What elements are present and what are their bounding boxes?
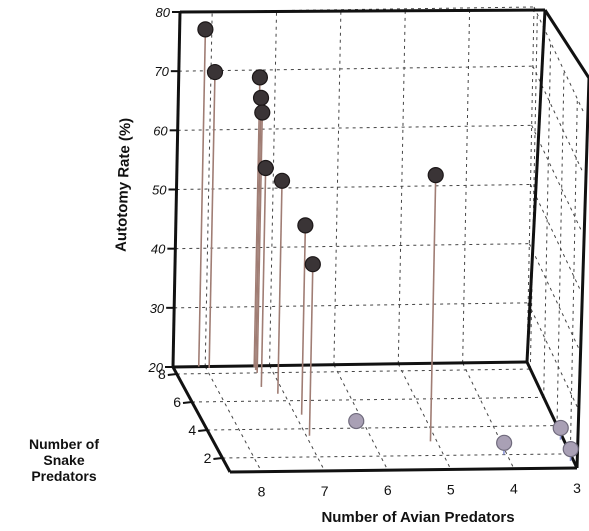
side-grid-y-2: [569, 98, 578, 454]
x-tick-4: 4: [510, 481, 518, 497]
floor-grid-x-7: [269, 365, 326, 472]
box-top-right: [543, 9, 589, 79]
data-point-12: [496, 434, 513, 451]
data-point-8: [297, 217, 314, 234]
y-tick-4: 4: [188, 422, 196, 438]
y-axis-title-line-1: Number of: [29, 436, 99, 452]
y-tick-mark-4: [198, 429, 208, 432]
grid-lines: [172, 6, 585, 472]
x-tick-5: 5: [447, 481, 455, 497]
data-points: [197, 21, 579, 458]
z-tick-20: 20: [148, 360, 164, 375]
box-right-back: [525, 9, 547, 363]
z-tick-80: 80: [156, 5, 171, 20]
y-tick-2: 2: [204, 450, 212, 466]
back-grid-z-50: [176, 184, 531, 190]
floor-left: [171, 366, 232, 473]
data-point-4: [252, 89, 270, 107]
data-point-3: [251, 69, 269, 86]
floor-grid-x-4: [462, 362, 515, 469]
x-tick-6: 6: [384, 482, 392, 498]
stem-4: [254, 97, 262, 371]
y-tick-mark-8: [167, 373, 177, 376]
back-grid-z-70: [178, 65, 533, 72]
data-point-1: [197, 21, 214, 38]
data-point-13: [552, 419, 569, 437]
floor-grid-y-2: [222, 453, 571, 459]
x-tick-7: 7: [321, 483, 329, 499]
stem-3: [253, 77, 261, 368]
y-axis-title-line-3: Predators: [31, 468, 97, 484]
back-grid-z-60: [177, 124, 532, 131]
x-tick-3: 3: [573, 480, 581, 496]
side-grid-z-70: [532, 65, 584, 173]
floor-front: [229, 466, 578, 474]
y-tick-8: 8: [158, 366, 166, 382]
back-grid-x-7: [269, 10, 278, 366]
data-point-2: [206, 63, 224, 81]
data-point-14: [562, 441, 579, 458]
data-point-5: [254, 104, 271, 121]
box-top-back: [179, 8, 546, 14]
stem-6: [260, 168, 267, 387]
back-grid-x-6: [333, 9, 342, 365]
side-grid-z-60: [531, 125, 583, 232]
stem-9: [308, 264, 314, 436]
stem-8: [300, 225, 307, 415]
floor-grid-x-6: [333, 364, 389, 471]
back-grid-z-80: [179, 6, 535, 13]
y-axis-title: Number of Snake Predators: [8, 436, 120, 484]
back-grid-z-40: [175, 243, 530, 250]
floor-grid-y-4: [207, 425, 558, 431]
side-grid-z-50: [530, 184, 581, 291]
axis-box: [171, 8, 589, 474]
z-tick-30: 30: [150, 301, 165, 316]
box-right-front: [575, 77, 589, 469]
floor-back: [172, 360, 528, 369]
x-tick-8: 8: [258, 484, 266, 500]
z-tick-50: 50: [152, 183, 167, 198]
data-point-10: [427, 167, 444, 184]
stem-2: [208, 72, 216, 368]
stem-7: [277, 180, 283, 394]
y-tick-6: 6: [173, 394, 181, 410]
data-point-9: [304, 256, 321, 273]
side-grid-y-6: [543, 42, 552, 398]
data-point-11: [348, 412, 365, 430]
y-axis-title-line-2: Snake: [43, 452, 85, 468]
z-tick-60: 60: [153, 123, 168, 138]
data-point-7: [273, 172, 291, 189]
floor-grid-y-8: [176, 368, 531, 375]
floor-grid-y-6: [191, 396, 544, 403]
y-tick-mark-2: [213, 457, 223, 460]
stems: [197, 29, 572, 461]
z-tick-40: 40: [151, 242, 166, 257]
z-tick-70: 70: [154, 64, 169, 79]
stem-5: [256, 112, 264, 373]
back-grid-z-30: [174, 302, 529, 309]
floor-grid-x-5: [397, 363, 452, 470]
data-point-6: [257, 159, 274, 177]
stem-1: [197, 29, 207, 367]
z-axis-title: Autotomy Rate (%): [113, 118, 135, 253]
side-grid-z-30: [527, 302, 579, 410]
side-grid-z-40: [528, 243, 580, 350]
stem-10: [429, 175, 437, 442]
floor-grid-x-8: [204, 366, 262, 472]
x-axis-title: Number of Avian Predators: [321, 509, 514, 526]
y-tick-mark-6: [182, 401, 193, 404]
side-grid-z-80: [533, 6, 585, 114]
